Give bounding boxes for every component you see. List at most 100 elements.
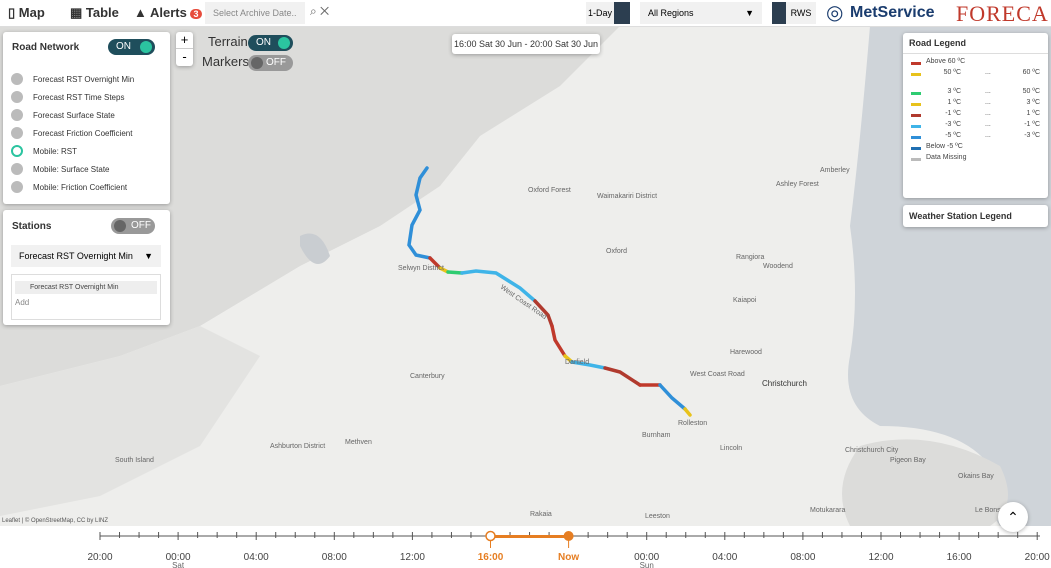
place-label: Burnham	[642, 432, 671, 439]
station-list: Forecast RST Overnight Min Add	[11, 274, 161, 320]
radio[interactable]	[11, 127, 23, 139]
legend-swatch	[911, 125, 921, 128]
legend-swatch	[911, 147, 921, 150]
option[interactable]: Mobile: Surface State	[11, 160, 134, 178]
place-label: Rakaia	[530, 511, 552, 518]
rws-button[interactable]: RWS	[786, 2, 816, 24]
legend-swatch	[911, 158, 921, 161]
terrain-toggle[interactable]: ON	[248, 35, 293, 51]
place-label: Harewood	[730, 349, 762, 356]
legend-to: 50 ºC	[1022, 88, 1040, 95]
time-label: 16:00	[478, 552, 504, 563]
road-network-panel: Road Network ON Forecast RST Overnight M…	[3, 32, 170, 204]
dropdown-value: Forecast RST Overnight Min	[19, 251, 133, 261]
station-dropdown[interactable]: Forecast RST Overnight Min ▼	[11, 245, 161, 267]
rws-toggle[interactable]	[772, 2, 786, 24]
place-label: Selwyn District	[398, 265, 444, 272]
road-network-toggle[interactable]: ON	[108, 39, 155, 55]
top-bar: ▯ Map ▦ Table ▲ Alerts 3 Select Archive …	[0, 0, 1051, 27]
option-label[interactable]: Mobile: RST	[33, 146, 78, 156]
option[interactable]: Forecast RST Time Steps	[11, 88, 134, 106]
time-label: 00:00	[166, 552, 191, 563]
option[interactable]: Mobile: Friction Coefficient	[11, 178, 134, 196]
period-button[interactable]: 1-Day	[586, 2, 614, 24]
alert-count: 3	[190, 9, 202, 19]
legend-to: -1 ºC	[1024, 121, 1040, 128]
road-legend: Road Legend Above 60 ºC 50 ºC... 60 ºC 3 ºC…	[903, 33, 1048, 198]
legend-sep: ...	[985, 88, 991, 95]
option[interactable]: Forecast RST Overnight Min	[11, 70, 134, 88]
archive-date-input[interactable]: Select Archive Date..	[205, 2, 305, 24]
option-label[interactable]: Forecast RST Overnight Min	[33, 74, 135, 84]
region-select[interactable]: All Regions ▼	[640, 2, 762, 24]
toggle-label: ON	[116, 41, 131, 52]
time-label: 08:00	[322, 552, 347, 563]
radio[interactable]	[11, 91, 23, 103]
option-label[interactable]: Forecast Friction Coefficient	[33, 128, 133, 138]
stations-panel: Stations OFF Forecast RST Overnight Min ▼…	[3, 210, 170, 325]
option[interactable]: Forecast Surface State	[11, 106, 134, 124]
legend-to: 3 ºC	[1026, 99, 1040, 106]
add-station[interactable]: Add	[15, 298, 30, 307]
option-label[interactable]: Mobile: Surface State	[33, 164, 110, 174]
radio[interactable]	[11, 145, 23, 157]
map-tab-label[interactable]: Map	[18, 5, 45, 20]
legend-sep: ...	[985, 99, 991, 106]
legend-from: 50 ºC	[943, 69, 961, 76]
scroll-up-button[interactable]: ⌃	[998, 502, 1028, 532]
search-icon[interactable]: ⌕ ✕	[310, 4, 330, 18]
option[interactable]: Forecast Friction Coefficient	[11, 124, 134, 142]
legend-sep: ...	[985, 121, 991, 128]
time-range: 16:00 Sat 30 Jun - 20:00 Sat 30 Jun	[452, 34, 600, 54]
option-label[interactable]: Mobile: Friction Coefficient	[33, 182, 128, 192]
alerts-tab-label[interactable]: Alerts	[150, 5, 187, 20]
legend-to: 60 ºC	[1022, 69, 1040, 76]
alerts-tab[interactable]: ▲ Alerts 3	[134, 5, 202, 20]
markers-toggle[interactable]: OFF	[248, 55, 293, 71]
legend-row: 3 ºC... 50 ºC	[911, 88, 1040, 99]
place-label: Oxford	[606, 248, 627, 255]
radio[interactable]	[11, 163, 23, 175]
legend-from: -3 ºC	[945, 121, 961, 128]
now-handle[interactable]	[563, 531, 574, 541]
table-tab[interactable]: ▦ Table	[70, 5, 119, 20]
legend-rows: Above 60 ºC 50 ºC... 60 ºC 3 ºC... 50 ºC 1 ºC…	[903, 54, 1048, 169]
place-label: Christchurch	[762, 379, 807, 388]
table-tab-label[interactable]: Table	[85, 5, 119, 20]
legend-row: -3 ºC... -1 ºC	[911, 121, 1040, 132]
legend-swatch	[911, 62, 921, 65]
legend-row: -1 ºC... 1 ºC	[911, 110, 1040, 121]
place-label: Oxford Forest	[528, 187, 571, 194]
station-chip[interactable]: Forecast RST Overnight Min	[15, 281, 157, 294]
zoom-in[interactable]: +	[180, 32, 189, 47]
time-label: 04:00	[712, 552, 737, 563]
option[interactable]: Mobile: RST	[11, 142, 134, 160]
foreca-brand: FORECA	[956, 1, 1049, 26]
zoom-control: + -	[176, 32, 193, 66]
legend-from: 3 ºC	[947, 88, 961, 95]
option-label[interactable]: Forecast RST Time Steps	[33, 92, 125, 102]
day-label: Sat	[172, 561, 185, 568]
place-label: Ashley Forest	[776, 181, 819, 188]
radio[interactable]	[11, 109, 23, 121]
legend-swatch	[911, 92, 921, 95]
time-label: 12:00	[868, 552, 893, 563]
zoom-out[interactable]: -	[176, 48, 193, 65]
time-label: 08:00	[790, 552, 815, 563]
period-toggle[interactable]	[614, 2, 630, 24]
region-value: All Regions	[648, 8, 694, 18]
map-tab[interactable]: ▯ Map	[8, 5, 45, 20]
weather-legend[interactable]: Weather Station Legend	[903, 205, 1048, 227]
radio[interactable]	[11, 73, 23, 85]
option-label[interactable]: Forecast Surface State	[33, 110, 115, 120]
day-label: Sun	[640, 561, 654, 568]
stations-toggle[interactable]: OFF	[111, 218, 155, 234]
legend-sep: ...	[985, 132, 991, 139]
place-label: Ashburton District	[270, 443, 325, 450]
terrain-label: Terrain	[208, 34, 248, 49]
legend-row: 50 ºC... 60 ºC	[911, 69, 1040, 80]
legend-row: -5 ºC... -3 ºC	[911, 132, 1040, 143]
radio[interactable]	[11, 181, 23, 193]
range-start-handle[interactable]	[485, 530, 496, 542]
